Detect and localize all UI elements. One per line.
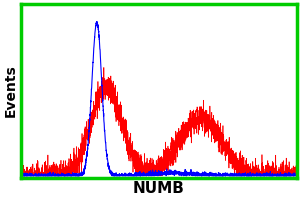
Y-axis label: Events: Events bbox=[4, 65, 18, 117]
X-axis label: NUMB: NUMB bbox=[133, 181, 185, 196]
